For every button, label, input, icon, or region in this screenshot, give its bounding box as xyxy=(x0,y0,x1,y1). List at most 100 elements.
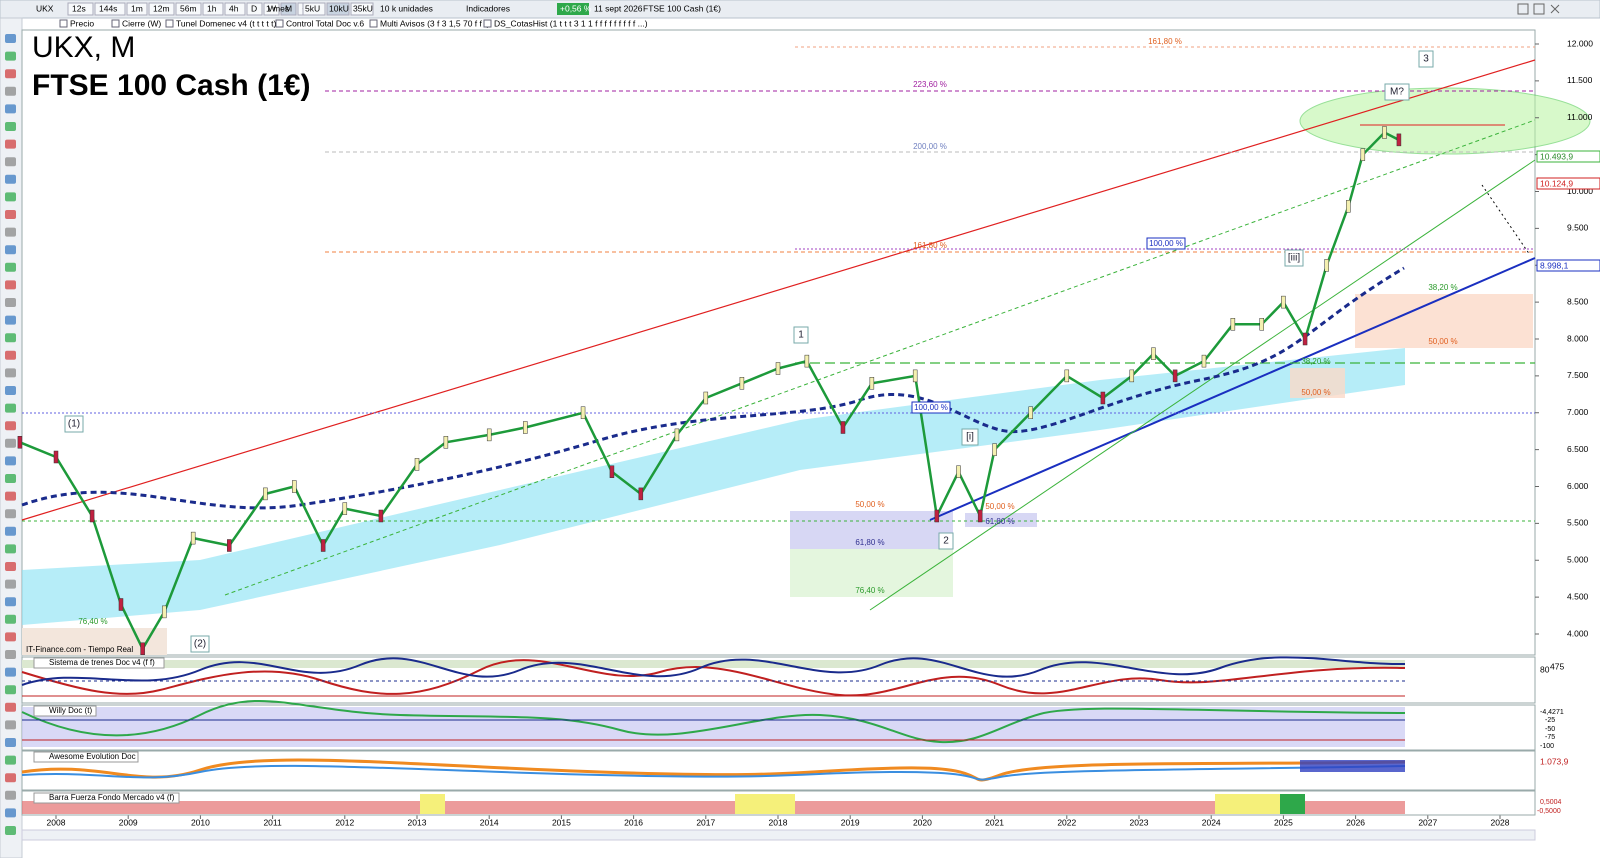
tool-icon[interactable] xyxy=(5,456,16,466)
legend-checkbox[interactable] xyxy=(111,19,120,28)
tool-icon[interactable] xyxy=(5,597,16,607)
legend-entry[interactable]: Tunel Domenec v4 (t t t t t) xyxy=(176,18,276,28)
tool-icon[interactable] xyxy=(5,245,16,255)
symbol[interactable]: UKX xyxy=(36,3,54,13)
unit-button[interactable] xyxy=(350,2,374,16)
legend-entry[interactable]: Multi Avisos (3 f 3 1,5 70 f f f) xyxy=(380,18,490,28)
tool-icon[interactable] xyxy=(5,315,16,325)
panel-label-box xyxy=(33,657,165,669)
wave-box xyxy=(793,326,809,344)
tool-icon[interactable] xyxy=(5,790,16,800)
tool-icon[interactable] xyxy=(5,632,16,642)
panel-axis-label: -4,4271 xyxy=(1540,709,1564,716)
period-label[interactable]: D xyxy=(251,3,257,13)
tool-icon[interactable] xyxy=(5,298,16,307)
unit-label[interactable]: 5kU xyxy=(305,3,320,13)
tool-icon[interactable] xyxy=(5,702,16,712)
unit-button[interactable] xyxy=(302,2,326,16)
tool-icon[interactable] xyxy=(5,685,16,695)
wave-labels: (1) (2) 1 2 3 [i] [iii] M? xyxy=(64,50,1434,653)
period-button[interactable] xyxy=(148,2,175,16)
tool-icon[interactable] xyxy=(5,579,16,589)
tool-icon[interactable] xyxy=(5,738,16,747)
legend-entry[interactable]: Precio xyxy=(70,18,94,28)
tool-icon[interactable] xyxy=(5,104,16,114)
candle xyxy=(1346,200,1351,213)
indicators-button[interactable]: Indicadores xyxy=(466,3,510,13)
tool-icon[interactable] xyxy=(5,34,16,43)
legend-entry[interactable]: DS_CotasHist (1 t t t 3 1 1 f f f f f f … xyxy=(494,18,648,28)
legend-checkbox[interactable] xyxy=(275,19,284,28)
period-label[interactable]: 1m xyxy=(131,3,143,13)
period-button[interactable] xyxy=(94,2,126,16)
legend-checkbox[interactable] xyxy=(369,19,378,28)
unit-button[interactable] xyxy=(326,2,350,16)
x-tick-label: 2017 xyxy=(696,817,715,827)
period-button[interactable] xyxy=(224,2,246,16)
legend-checkbox[interactable] xyxy=(59,19,68,28)
tool-icon[interactable] xyxy=(5,614,16,624)
tool-icon[interactable] xyxy=(5,280,16,290)
period-button[interactable] xyxy=(126,2,148,16)
tool-icon[interactable] xyxy=(5,51,16,61)
tool-icon[interactable] xyxy=(5,808,16,818)
tool-icon[interactable] xyxy=(5,192,16,202)
tool-icon[interactable] xyxy=(5,526,16,536)
period-label[interactable]: W xyxy=(268,3,276,13)
tool-icon[interactable] xyxy=(5,438,16,448)
tool-icon[interactable] xyxy=(5,157,16,167)
tool-icon[interactable] xyxy=(5,139,16,149)
unit-select[interactable]: 10 k unidades xyxy=(380,3,433,13)
tool-icon[interactable] xyxy=(5,386,16,395)
period-button[interactable] xyxy=(175,2,202,16)
tool-icon[interactable] xyxy=(5,720,16,730)
period-button[interactable] xyxy=(280,2,297,16)
scrollbar[interactable] xyxy=(21,829,1536,841)
tool-icon[interactable] xyxy=(5,350,16,360)
tool-icon[interactable] xyxy=(5,122,16,131)
legend-entry[interactable]: Control Total Doc v.6 xyxy=(286,18,364,28)
tool-icon[interactable] xyxy=(5,210,16,219)
tool-icon[interactable] xyxy=(5,403,16,413)
legend-checkbox[interactable] xyxy=(165,19,174,28)
tool-icon[interactable] xyxy=(5,421,16,431)
tool-icon[interactable] xyxy=(5,544,16,554)
period-label[interactable]: 56m xyxy=(180,3,197,13)
period-label[interactable]: 144s xyxy=(99,3,117,13)
tool-icon[interactable] xyxy=(5,333,16,343)
tool-icon[interactable] xyxy=(5,755,16,765)
tool-icon[interactable] xyxy=(5,562,16,571)
period-label[interactable]: 12m xyxy=(153,3,170,13)
tool-icon[interactable] xyxy=(5,650,16,659)
minimize-button[interactable] xyxy=(1517,3,1529,15)
period-label[interactable]: 4h xyxy=(229,3,239,13)
tool-icon[interactable] xyxy=(5,826,16,835)
tool-icon[interactable] xyxy=(5,227,16,237)
period-label[interactable]: 12s xyxy=(72,3,86,13)
legend-checkbox[interactable] xyxy=(483,19,492,28)
tool-icon[interactable] xyxy=(5,174,16,184)
legend-entry[interactable]: Cierre (W) xyxy=(122,18,161,28)
maximize-button[interactable] xyxy=(1533,3,1545,15)
tool-icon[interactable] xyxy=(5,509,16,519)
tool-icon[interactable] xyxy=(5,667,16,677)
period-label[interactable]: M xyxy=(285,3,292,13)
unit-label[interactable]: 35kU xyxy=(353,3,373,13)
period-button[interactable] xyxy=(67,2,94,16)
tool-icon[interactable] xyxy=(5,491,16,501)
period-button[interactable] xyxy=(202,2,224,16)
tool-icon[interactable] xyxy=(5,474,16,483)
tool-icon[interactable] xyxy=(5,773,16,783)
fib-label: 223,60 % xyxy=(913,80,947,89)
period-label[interactable]: 1h xyxy=(207,3,217,13)
close-button[interactable] xyxy=(1550,4,1560,14)
period-button[interactable] xyxy=(246,2,263,16)
tool-icon[interactable] xyxy=(5,69,16,79)
panel-band xyxy=(735,794,795,814)
unit-label[interactable]: 10kU xyxy=(329,3,349,13)
tool-icon[interactable] xyxy=(5,368,16,378)
range-select[interactable]: 1 mes xyxy=(266,3,289,13)
tool-icon[interactable] xyxy=(5,262,16,272)
period-button[interactable] xyxy=(263,2,280,16)
tool-icon[interactable] xyxy=(5,86,16,96)
